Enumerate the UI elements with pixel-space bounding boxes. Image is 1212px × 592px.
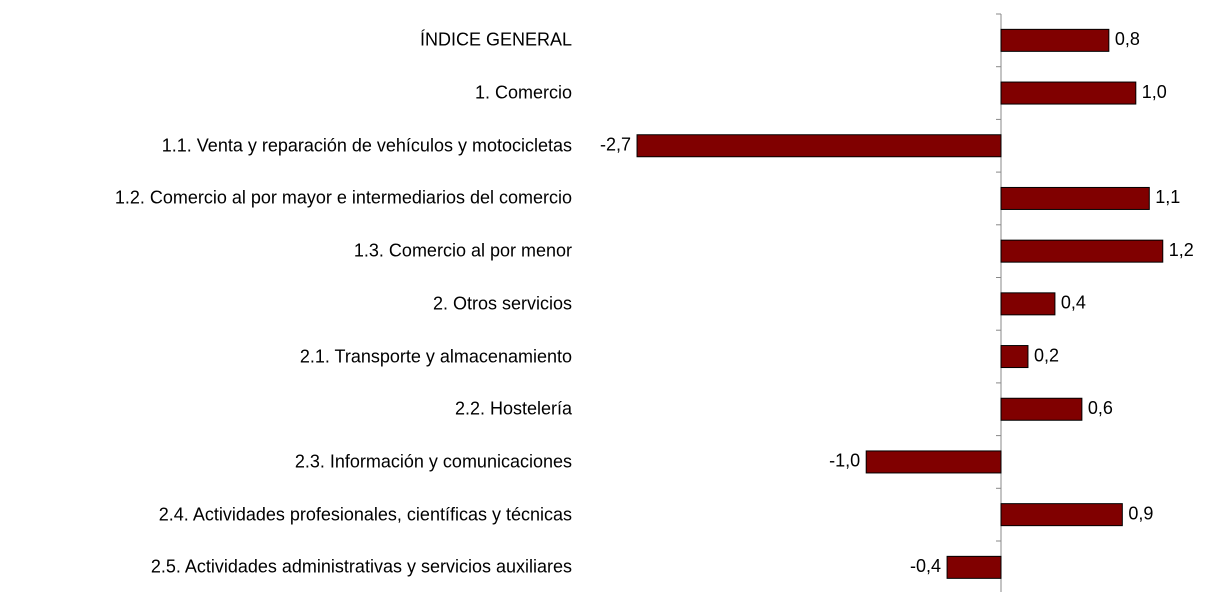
value-label: -2,7 [600,135,631,155]
value-label: 0,8 [1115,29,1140,49]
value-label: 1,1 [1155,187,1180,207]
bar [636,134,1002,158]
category-label: 1.3. Comercio al por menor [353,240,572,261]
category-label: ÍNDICE GENERAL [419,29,572,50]
bar [1000,292,1056,316]
category-label: 1.2. Comercio al por mayor e intermediar… [114,187,572,208]
bar [1000,239,1164,263]
value-label: 0,4 [1061,293,1086,313]
bar [1000,345,1029,369]
bar [865,450,1002,474]
value-label: 1,2 [1169,240,1194,260]
value-label: -1,0 [829,451,860,471]
category-label: 2.4. Actividades profesionales, científi… [158,504,572,525]
bar [1000,397,1083,421]
bar [1000,503,1123,527]
value-label: -0,4 [910,556,941,576]
category-label: 2.2. Hostelería [454,398,572,419]
bar [1000,81,1137,105]
bar [1000,28,1110,52]
value-label: 1,0 [1142,82,1167,102]
value-label: 0,9 [1128,503,1153,523]
category-label: 2. Otros servicios [432,293,572,314]
category-label: 2.1. Transporte y almacenamiento [299,346,572,367]
bar [946,555,1002,579]
category-label: 2.3. Información y comunicaciones [294,451,572,472]
category-label: 1.1. Venta y reparación de vehículos y m… [161,135,572,156]
value-label: 0,6 [1088,398,1113,418]
category-label: 2.5. Actividades administrativas y servi… [150,556,572,577]
category-label: 1. Comercio [474,82,572,103]
value-label: 0,2 [1034,345,1059,365]
bar [1000,186,1150,210]
